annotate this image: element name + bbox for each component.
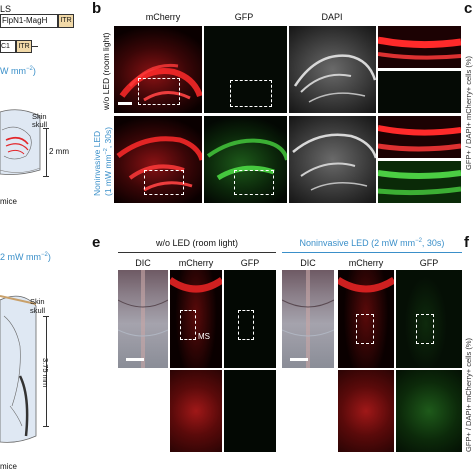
roi-box xyxy=(238,310,254,340)
roi-box xyxy=(356,314,374,344)
scale-bar xyxy=(118,102,132,105)
scale-bar xyxy=(290,358,308,361)
row-label-led-2: (1 mW mm−2, 30s) xyxy=(103,126,113,196)
panel-f-letter: f xyxy=(464,234,469,251)
micrograph-gfp-no-led xyxy=(204,26,287,113)
panel-c-letter: c xyxy=(464,0,473,17)
roi-box xyxy=(180,310,196,340)
depth-label-bottom: 3.75 mm xyxy=(41,358,50,388)
brain-schematic-bottom xyxy=(0,295,37,443)
zoom-mcherry-led xyxy=(378,116,461,158)
col-label-gfp-1: GFP xyxy=(240,258,260,268)
micrograph-mcherry-no-led-ms: MS xyxy=(170,270,222,368)
depth-bar-bottom xyxy=(46,316,47,426)
panel-f-axis-label: GFP+ / DAPI+ mCherry+ cells (%) xyxy=(464,338,473,452)
zoom-mcherry-no-led xyxy=(378,26,461,68)
zoom-gfp-no-led-ms xyxy=(224,370,276,452)
itr-box-bottom: ITR xyxy=(16,40,32,53)
skin-label-top: Skin xyxy=(32,112,47,121)
col-label-mcherry: mCherry xyxy=(145,12,181,22)
col-label-dic-1: DIC xyxy=(135,258,151,268)
group-label-led: Noninvasive LED (2 mW mm−2, 30s) xyxy=(299,238,445,248)
micrograph-mcherry-no-led xyxy=(114,26,202,113)
panel-b-letter: b xyxy=(92,0,102,17)
panel-c-axis-label: GFP+ / DAPI+ mCherry+ cells (%) xyxy=(464,56,473,170)
scale-bar xyxy=(126,358,144,361)
micrograph-dapi-led xyxy=(289,116,376,203)
zoom-mcherry-no-led-ms xyxy=(170,370,222,452)
skull-label-bottom: skull xyxy=(30,306,46,315)
row-label-no-led: w/o LED (room light) xyxy=(101,32,111,110)
col-label-gfp-2: GFP xyxy=(419,258,439,268)
zoom-gfp-no-led xyxy=(378,71,461,113)
construct-c1-box: C1 xyxy=(0,40,16,53)
roi-box xyxy=(138,78,180,105)
group-label-no-led: w/o LED (room light) xyxy=(155,238,239,248)
micrograph-gfp-led-ms xyxy=(396,270,462,368)
micrograph-mcherry-led xyxy=(114,116,202,203)
col-label-gfp: GFP xyxy=(234,12,254,22)
led-power-top: W mm−2) xyxy=(0,66,36,76)
zoom-gfp-led xyxy=(378,161,461,203)
ms-label: MS xyxy=(198,332,210,341)
skull-label-top: skull xyxy=(32,120,48,129)
mice-label-top: mice xyxy=(0,197,17,206)
construct-line xyxy=(32,46,38,47)
col-label-dic-2: DIC xyxy=(300,258,316,268)
micrograph-mcherry-led-ms xyxy=(338,270,394,368)
roi-box xyxy=(416,314,434,344)
construct-left-fragment: LS xyxy=(0,4,12,14)
micrograph-gfp-led xyxy=(204,116,287,203)
group-divider-no-led xyxy=(118,252,276,253)
group-divider-led xyxy=(282,252,462,253)
led-power-mid: 2 mW mm−2) xyxy=(0,252,51,262)
panel-e-letter: e xyxy=(92,234,101,251)
itr-box-top: ITR xyxy=(58,14,74,28)
micrograph-gfp-no-led-ms xyxy=(224,270,276,368)
depth-bar-top xyxy=(46,128,47,176)
zoom-mcherry-led-ms xyxy=(338,370,394,452)
col-label-mcherry-2: mCherry xyxy=(348,258,384,268)
row-label-led-1: Noninvasive LED xyxy=(92,130,102,196)
micrograph-dic-no-led xyxy=(118,270,168,368)
roi-box xyxy=(144,170,184,195)
micrograph-dic-led xyxy=(282,270,334,368)
zoom-gfp-led-ms xyxy=(396,370,462,452)
skin-label-bottom: Skin xyxy=(30,297,45,306)
roi-box xyxy=(234,170,274,195)
construct-flpn1-box: FlpN1-MagH xyxy=(0,14,58,28)
depth-label-top: 2 mm xyxy=(49,147,69,156)
brain-schematic-top xyxy=(0,109,41,175)
mice-label-bottom: mice xyxy=(0,462,17,471)
micrograph-dapi-no-led xyxy=(289,26,376,113)
roi-box xyxy=(230,80,272,107)
col-label-dapi: DAPI xyxy=(321,12,343,22)
col-label-mcherry-1: mCherry xyxy=(178,258,214,268)
